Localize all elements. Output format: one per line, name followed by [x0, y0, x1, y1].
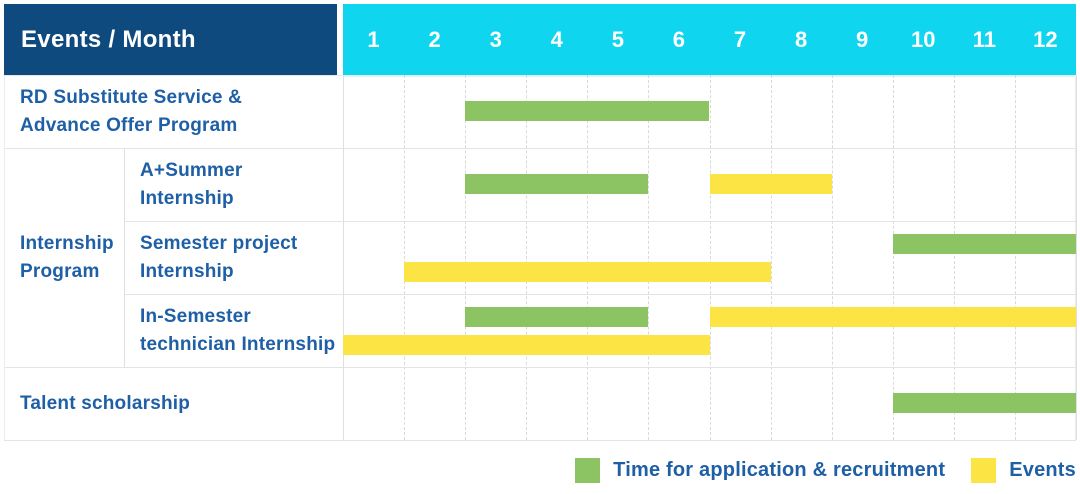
gantt-bar-application-row4-0 — [892, 393, 1077, 413]
month-header-cell-11: 11 — [972, 26, 996, 52]
month-gridline-8 — [770, 75, 772, 440]
month-header-cell-8: 8 — [794, 26, 808, 52]
gantt-bar-application-row3-0 — [465, 307, 649, 327]
row-label-line: Internship — [140, 260, 234, 282]
group-column-divider — [124, 148, 125, 367]
gantt-bar-events-row3-1 — [709, 307, 1076, 327]
row-separator-3 — [4, 367, 1076, 368]
label-area-top-border — [4, 75, 343, 76]
group-label-line: Internship — [20, 232, 114, 254]
gantt-bar-application-row2-0 — [892, 234, 1077, 254]
row-label-line: A+Summer — [140, 159, 243, 181]
gantt-bar-events-row2-1 — [404, 262, 771, 282]
legend-swatch-application — [575, 458, 601, 483]
month-gridline-11 — [953, 75, 955, 440]
legend-swatch-events — [971, 458, 997, 483]
events-month-header: Events / Month — [4, 4, 337, 75]
row-separator-2 — [124, 294, 1076, 295]
row-separator-0 — [4, 148, 1076, 149]
row-label-1: A+Summer Internship — [124, 148, 343, 221]
legend-item-events: Events — [971, 458, 1076, 483]
month-header-cell-9: 9 — [856, 26, 869, 52]
gantt-bar-events-row3-2 — [343, 335, 710, 355]
month-gridline-3 — [465, 75, 467, 440]
row-label-line: technician Internship — [140, 333, 336, 355]
row-separator-4 — [4, 440, 1076, 441]
row-label-0: RD Substitute Service & Advance Offer Pro… — [4, 75, 343, 148]
row-label-line: Semester project — [140, 232, 298, 254]
row-label-line: RD Substitute Service & — [20, 86, 243, 108]
legend: Time for application & recruitment Events — [575, 458, 1076, 483]
row-label-2: Semester project Internship — [124, 221, 343, 294]
month-header-cell-5: 5 — [611, 26, 624, 52]
label-chart-divider — [343, 75, 344, 440]
chart-right-border — [1076, 75, 1077, 440]
row-label-line: In-Semester — [140, 305, 251, 327]
month-header-cell-2: 2 — [428, 26, 441, 52]
group-label-line: Program — [20, 260, 100, 282]
row-label-3: In-Semester technician Internship — [124, 294, 343, 367]
month-header-cell-6: 6 — [672, 26, 686, 52]
month-gridline-4 — [526, 75, 528, 440]
month-header-cell-7: 7 — [733, 26, 747, 52]
gantt-bar-events-row1-1 — [709, 174, 832, 194]
table-body-frame — [4, 75, 1076, 440]
month-gridline-12 — [1014, 75, 1016, 440]
month-header-cell-10: 10 — [911, 26, 936, 52]
row-label-line: Advance Offer Program — [20, 114, 238, 136]
month-header-cell-3: 3 — [489, 26, 502, 52]
row-label-line: Talent scholarship — [20, 392, 191, 414]
month-gridline-5 — [587, 75, 589, 440]
month-gridline-10 — [892, 75, 894, 440]
month-header-cell-4: 4 — [550, 26, 563, 52]
month-gridline-9 — [831, 75, 833, 440]
legend-label-application: Time for application & recruitment — [613, 459, 946, 481]
legend-label-events: Events — [1009, 459, 1076, 481]
month-gridline-2 — [404, 75, 406, 440]
row-separator-1 — [124, 221, 1076, 222]
month-gridline-7 — [709, 75, 711, 440]
month-header-row: 1 2 3 4 5 6 7 8 9 10 11 12 — [343, 4, 1076, 75]
group-label-internship-program: Internship Program — [4, 148, 124, 367]
row-label-4: Talent scholarship — [4, 367, 343, 440]
legend-item-application: Time for application & recruitment — [575, 458, 945, 483]
gantt-bar-application-row1-0 — [465, 174, 649, 194]
month-gridline-6 — [648, 75, 650, 440]
month-header-cell-12: 12 — [1033, 26, 1058, 52]
month-header-cell-1: 1 — [367, 26, 380, 52]
row-label-line: Internship — [140, 187, 234, 209]
gantt-bar-application-row0-0 — [465, 101, 710, 121]
